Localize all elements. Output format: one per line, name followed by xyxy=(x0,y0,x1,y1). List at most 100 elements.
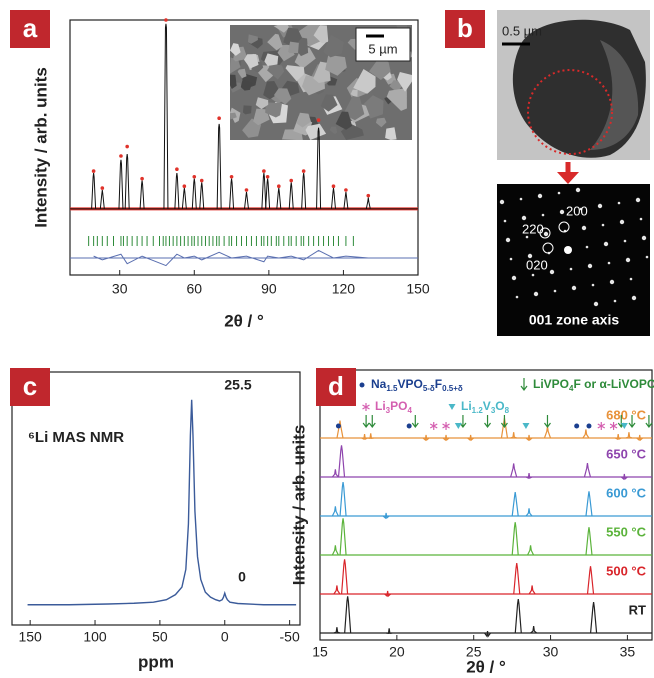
legend-text-part: V xyxy=(483,399,491,413)
x-tick-label: 15 xyxy=(312,644,328,660)
spot xyxy=(510,258,513,261)
observed-point xyxy=(289,179,293,183)
observed-point xyxy=(101,186,105,190)
phase-marker xyxy=(336,424,341,429)
spot xyxy=(582,226,586,230)
spot xyxy=(614,300,617,303)
spot xyxy=(636,198,640,202)
panel-label: b xyxy=(457,13,473,43)
spot xyxy=(560,210,564,214)
panel-label: d xyxy=(328,371,344,401)
series-label: 500 °C xyxy=(606,563,647,578)
grain xyxy=(243,105,252,114)
observed-point xyxy=(200,179,204,183)
observed-point xyxy=(119,154,123,158)
x-tick-label: 50 xyxy=(152,629,168,645)
legend-text-part: 1.5 xyxy=(386,384,398,393)
phase-marker xyxy=(407,424,412,429)
x-tick-label: 100 xyxy=(83,629,107,645)
legend-text-part: O xyxy=(495,399,504,413)
panel-label: c xyxy=(23,371,37,401)
spot xyxy=(604,242,608,246)
spot xyxy=(544,232,548,236)
x-tick-label: 150 xyxy=(18,629,42,645)
y-axis-label: Intensity / arb. units xyxy=(31,67,50,228)
spot xyxy=(516,296,519,299)
phase-marker xyxy=(360,383,365,388)
spot xyxy=(610,280,614,284)
legend-text-part: LiVPO xyxy=(533,377,569,391)
spot xyxy=(642,236,646,240)
spot xyxy=(618,202,621,205)
spot xyxy=(500,200,504,204)
observed-point xyxy=(183,184,187,188)
spectrum-label: ⁶Li MAS NMR xyxy=(28,429,124,446)
panel-label: a xyxy=(23,13,38,43)
legend-label: Li1.2V3O8 xyxy=(461,399,510,415)
observed-point xyxy=(262,169,266,173)
legend-text-part: Na xyxy=(371,377,387,391)
spot xyxy=(620,220,624,224)
observed-point xyxy=(125,145,129,149)
spot xyxy=(542,214,545,217)
x-tick-label: -50 xyxy=(280,629,300,645)
x-tick-label: 30 xyxy=(112,281,128,297)
observed-point xyxy=(245,188,249,192)
series-label: 680 °C xyxy=(606,407,647,422)
spot xyxy=(586,246,589,249)
legend-text-part: PO xyxy=(390,399,407,413)
observed-point xyxy=(317,118,321,122)
spot xyxy=(538,194,542,198)
legend-label: Li3PO4 xyxy=(375,399,412,415)
observed-point xyxy=(332,184,336,188)
spot xyxy=(512,276,516,280)
x-tick-label: 30 xyxy=(543,644,559,660)
spot xyxy=(554,290,557,293)
spot xyxy=(602,224,605,227)
observed-point xyxy=(140,177,144,181)
spot xyxy=(570,268,573,271)
spot-label: 200 xyxy=(566,203,588,218)
legend-text-part: F or α-LiVOPO xyxy=(573,377,654,391)
spot xyxy=(558,192,561,195)
scale-label: 0.5 µm xyxy=(502,23,542,38)
observed-point xyxy=(192,175,196,179)
peak-label: 0 xyxy=(238,569,246,585)
spot xyxy=(522,216,526,220)
phase-marker xyxy=(574,424,579,429)
spot xyxy=(594,302,598,306)
spot xyxy=(534,292,538,296)
series-label: 550 °C xyxy=(606,524,647,539)
spot xyxy=(588,264,592,268)
legend-text-part: Li xyxy=(375,399,386,413)
legend-text-part: 0.5+δ xyxy=(442,384,463,393)
spot xyxy=(624,240,627,243)
figure: 0.5 µm 200 220 020 001 zone axis b 30609… xyxy=(0,0,654,678)
spot xyxy=(572,286,576,290)
spot xyxy=(632,296,636,300)
spot xyxy=(592,284,595,287)
spot xyxy=(504,220,507,223)
x-axis-label: 2θ / ° xyxy=(466,657,506,676)
spot xyxy=(630,278,633,281)
legend-text-part: Li xyxy=(461,399,472,413)
x-tick-label: 0 xyxy=(221,629,229,645)
legend-text-part: 4 xyxy=(407,406,412,415)
legend-label: LiVPO4F or α-LiVOPO4 xyxy=(533,377,654,393)
spot xyxy=(598,204,602,208)
legend-text-part: 8 xyxy=(505,406,510,415)
spot xyxy=(576,188,580,192)
series-label: RT xyxy=(629,602,646,617)
y-axis-label: Intensity / arb. units xyxy=(289,425,308,586)
observed-point xyxy=(164,18,168,22)
spot xyxy=(640,218,643,221)
spot xyxy=(608,262,611,265)
observed-point xyxy=(92,169,96,173)
spot xyxy=(564,246,572,254)
observed-point xyxy=(302,169,306,173)
spot xyxy=(626,258,630,262)
legend-text-part: F xyxy=(435,377,442,391)
series-label: 600 °C xyxy=(606,485,647,500)
x-tick-label: 20 xyxy=(389,644,405,660)
peak-label: 25.5 xyxy=(224,377,251,393)
